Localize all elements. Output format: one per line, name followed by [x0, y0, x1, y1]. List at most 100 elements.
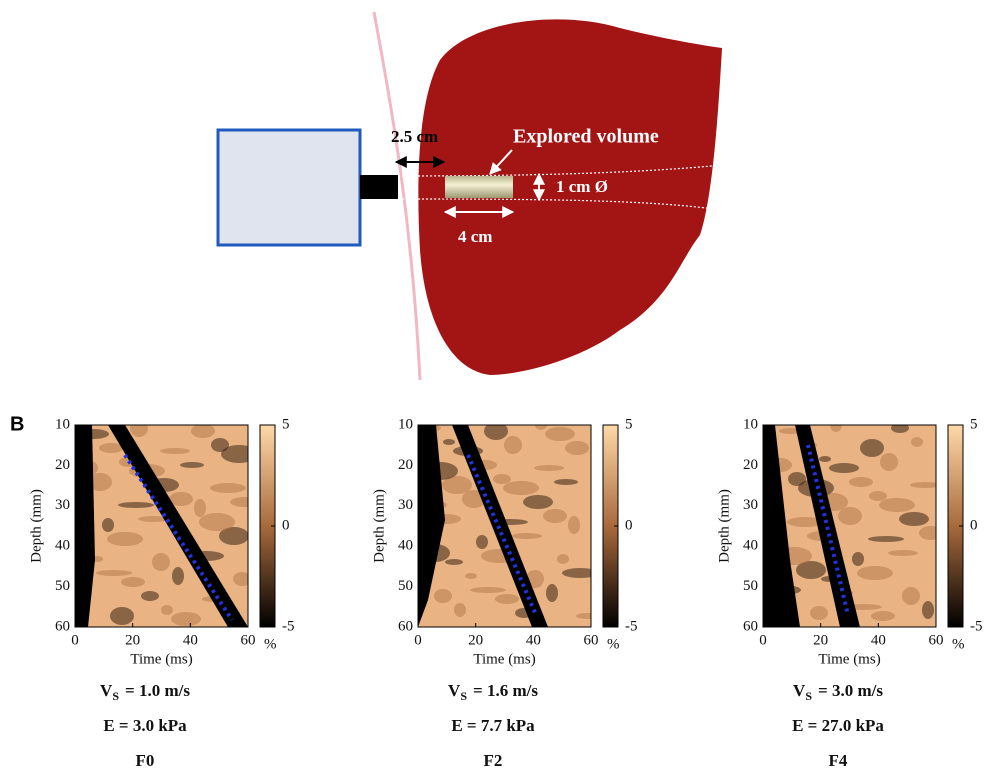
- velocity-symbol: V: [100, 681, 113, 700]
- velocity-value: = 3.0 m/s: [818, 681, 883, 700]
- x-tick-label: 40: [871, 632, 886, 648]
- x-tick-label: 20: [468, 632, 483, 648]
- y-tick-label: 60: [743, 618, 758, 634]
- texture: [546, 584, 558, 602]
- texture: [107, 532, 143, 546]
- texture: [171, 612, 201, 626]
- velocity-value: = 1.0 m/s: [125, 681, 190, 700]
- panel-label: B: [10, 413, 24, 435]
- x-tick-label: 60: [929, 632, 944, 648]
- texture: [829, 463, 859, 473]
- texture: [495, 594, 519, 604]
- texture: [191, 424, 215, 438]
- texture: [576, 613, 600, 619]
- stage-caption: F0: [136, 751, 155, 770]
- texture: [868, 536, 904, 542]
- texture: [919, 526, 943, 540]
- x-tick-label: 40: [183, 632, 198, 648]
- colorbar-tick-label: 5: [970, 416, 978, 432]
- velocity-subscript: S: [112, 689, 119, 703]
- probe-tip: [360, 175, 398, 199]
- texture: [504, 436, 522, 454]
- transducer: [218, 130, 360, 245]
- y-tick-label: 20: [398, 457, 413, 473]
- colorbar-tick-label: 0: [625, 517, 633, 533]
- texture: [512, 533, 542, 539]
- texture: [871, 611, 895, 621]
- volume-label: Explored volume: [513, 126, 659, 148]
- heatmap: [748, 418, 943, 627]
- y-tick-label: 30: [743, 497, 758, 513]
- texture: [454, 603, 466, 617]
- texture: [922, 601, 934, 619]
- colorbar-tick-label: 0: [970, 517, 978, 533]
- texture: [221, 445, 257, 463]
- texture: [860, 439, 884, 457]
- texture: [180, 462, 204, 468]
- texture: [199, 513, 235, 531]
- y-tick-label: 50: [398, 578, 413, 594]
- texture: [565, 441, 589, 455]
- texture: [503, 481, 539, 495]
- texture: [110, 607, 134, 625]
- velocity-caption: VS= 1.6 m/s: [448, 681, 538, 703]
- texture: [849, 477, 873, 487]
- distance-label: 2.5 cm: [391, 127, 438, 146]
- texture: [121, 577, 145, 587]
- velocity-symbol: V: [793, 681, 806, 700]
- panels: 1020304050600204060Depth (mm)Time (ms)50…: [28, 416, 982, 769]
- y-tick-label: 30: [398, 497, 413, 513]
- texture: [879, 498, 915, 512]
- x-axis-label: Time (ms): [818, 651, 880, 667]
- velocity-subscript: S: [460, 689, 467, 703]
- texture: [172, 567, 184, 585]
- velocity-caption: VS = 3.0 m/s: [793, 681, 883, 703]
- panel: 1020304050600204060Depth (mm)Time (ms)50…: [28, 416, 294, 769]
- texture: [434, 589, 452, 603]
- texture: [888, 550, 918, 556]
- y-tick-label: 10: [398, 416, 413, 432]
- texture: [819, 456, 831, 462]
- texture: [568, 516, 580, 534]
- x-tick-label: 60: [584, 632, 599, 648]
- texture: [880, 453, 898, 471]
- texture: [852, 552, 864, 566]
- velocity-subscript: S: [805, 689, 812, 703]
- colorbar-unit: %: [264, 636, 277, 652]
- stage-caption: F4: [829, 751, 848, 770]
- x-tick-label: 20: [813, 632, 828, 648]
- texture: [543, 509, 567, 523]
- texture: [210, 483, 246, 493]
- texture: [443, 439, 455, 445]
- texture: [493, 474, 511, 484]
- y-axis-label: Depth (mm): [28, 489, 44, 563]
- y-tick-label: 50: [55, 578, 70, 594]
- diagram: 2.5 cm Explored volume 1 cm Ø 4 cm: [218, 12, 722, 380]
- texture: [118, 502, 154, 508]
- texture: [445, 559, 463, 565]
- colorbar-tick-label: 5: [282, 416, 290, 432]
- y-tick-label: 40: [55, 538, 70, 554]
- colorbar-tick-label: -5: [282, 618, 295, 634]
- y-axis-label: Depth (mm): [371, 489, 387, 563]
- texture: [465, 573, 477, 579]
- x-axis-label: Time (ms): [130, 651, 192, 667]
- texture: [534, 465, 564, 471]
- texture: [130, 419, 148, 437]
- velocity-symbol: V: [448, 681, 461, 700]
- texture: [160, 448, 190, 454]
- texture: [141, 591, 159, 601]
- x-tick-label: 40: [526, 632, 541, 648]
- y-tick-label: 60: [398, 618, 413, 634]
- y-tick-label: 10: [743, 416, 758, 432]
- texture: [161, 605, 173, 615]
- x-tick-label: 0: [759, 632, 767, 648]
- y-tick-label: 40: [398, 538, 413, 554]
- texture: [102, 518, 114, 532]
- colorbar-unit: %: [607, 636, 620, 652]
- diameter-label: 1 cm Ø: [556, 177, 608, 196]
- y-tick-label: 20: [55, 457, 70, 473]
- heatmap: [400, 420, 600, 627]
